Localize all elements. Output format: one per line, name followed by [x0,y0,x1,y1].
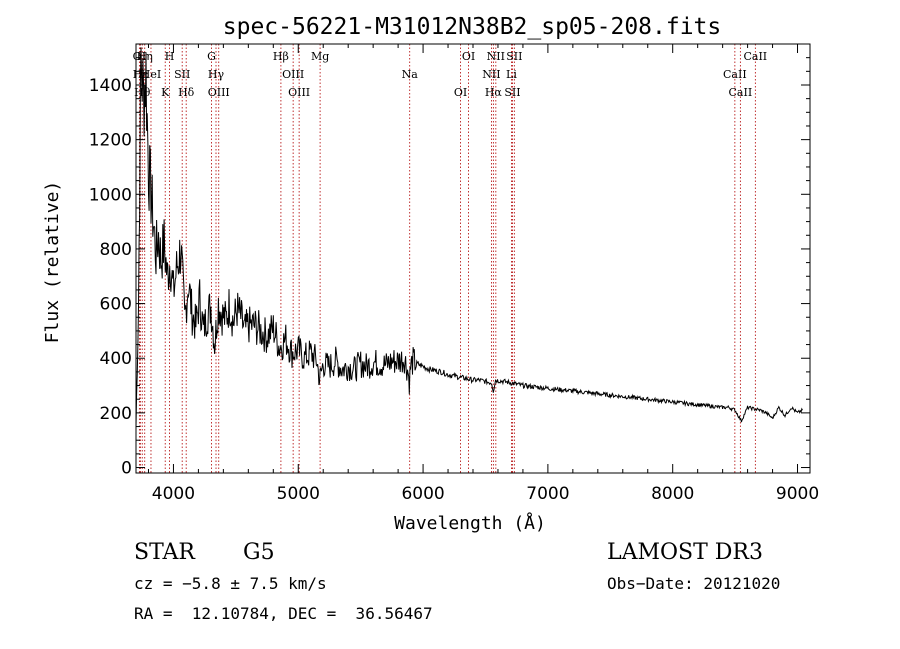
y-tick-label: 200 [100,404,132,424]
x-axis-label: Wavelength (Å) [394,512,546,534]
line-label-oi: OI [462,50,475,63]
x-tick-label: 9000 [776,484,819,504]
line-label-caii: CaII [729,86,753,99]
line-label-oi: OI [454,86,467,99]
line-label-h: H [165,50,175,63]
line-label-hβ: Hβ [273,50,289,63]
object-class: STAR [134,540,195,565]
emission-line-markers [138,44,756,473]
y-tick-label: 0 [121,459,132,479]
spectrum-plot: spec-56221-M31012N38B2_sp05-208.fits OI H… [42,14,819,534]
x-tick-label: 4000 [152,484,195,504]
line-label-caii: CaII [743,50,767,63]
survey-label: LAMOST DR3 [607,540,763,565]
line-label-mg: Mg [311,50,329,63]
emission-line-labels: OIHεHθHηHeIKHSIIHδGHγOIIIHβOIIIOIIIMgNaO… [133,50,767,99]
line-label-oiii: OIII [282,68,304,81]
y-tick-label: 400 [100,349,132,369]
line-label-nii: NII [487,50,505,63]
chart-title: spec-56221-M31012N38B2_sp05-208.fits [223,14,722,40]
line-label-hδ: Hδ [178,86,195,99]
line-label-hγ: Hγ [208,68,225,81]
coordinates: RA = 12.10784, DEC = 36.56467 [134,604,433,623]
line-label-k: K [161,86,170,99]
line-label-oiii: OIII [288,86,310,99]
redshift-cz: cz = −5.8 ± 7.5 km/s [134,574,327,593]
y-tick-label: 1200 [89,131,132,151]
x-tick-label: 8000 [651,484,694,504]
plot-frame [135,43,811,474]
y-tick-label: 600 [100,295,132,315]
observation-date: Obs−Date: 20121020 [607,574,781,593]
line-label-hα: Hα [485,86,503,99]
x-axis-ticks: 4000 5000 6000 7000 8000 9000 [147,44,819,504]
line-label-na: Na [402,68,419,81]
x-tick-label: 5000 [277,484,320,504]
y-tick-label: 800 [100,240,132,260]
x-tick-label: 6000 [401,484,444,504]
line-label-oiii: OIII [208,86,230,99]
line-label-caii: CaII [723,68,747,81]
line-label-hη: Hη [137,50,153,63]
object-subclass: G5 [243,540,275,565]
y-axis-label: Flux (relative) [42,181,63,344]
line-label-sii: SII [174,68,190,81]
y-tick-label: 1000 [89,185,132,205]
y-tick-label: 1400 [89,76,132,96]
line-label-g: G [207,50,216,63]
line-label-sii: SII [504,86,520,99]
line-label-li: Li [506,68,517,81]
x-tick-label: 7000 [526,484,569,504]
line-label-sii: SII [506,50,522,63]
line-label-nii: NII [482,68,500,81]
spectrum-line [135,47,803,427]
y-axis-ticks: 0 200 400 600 800 1000 1200 1400 [89,57,810,479]
